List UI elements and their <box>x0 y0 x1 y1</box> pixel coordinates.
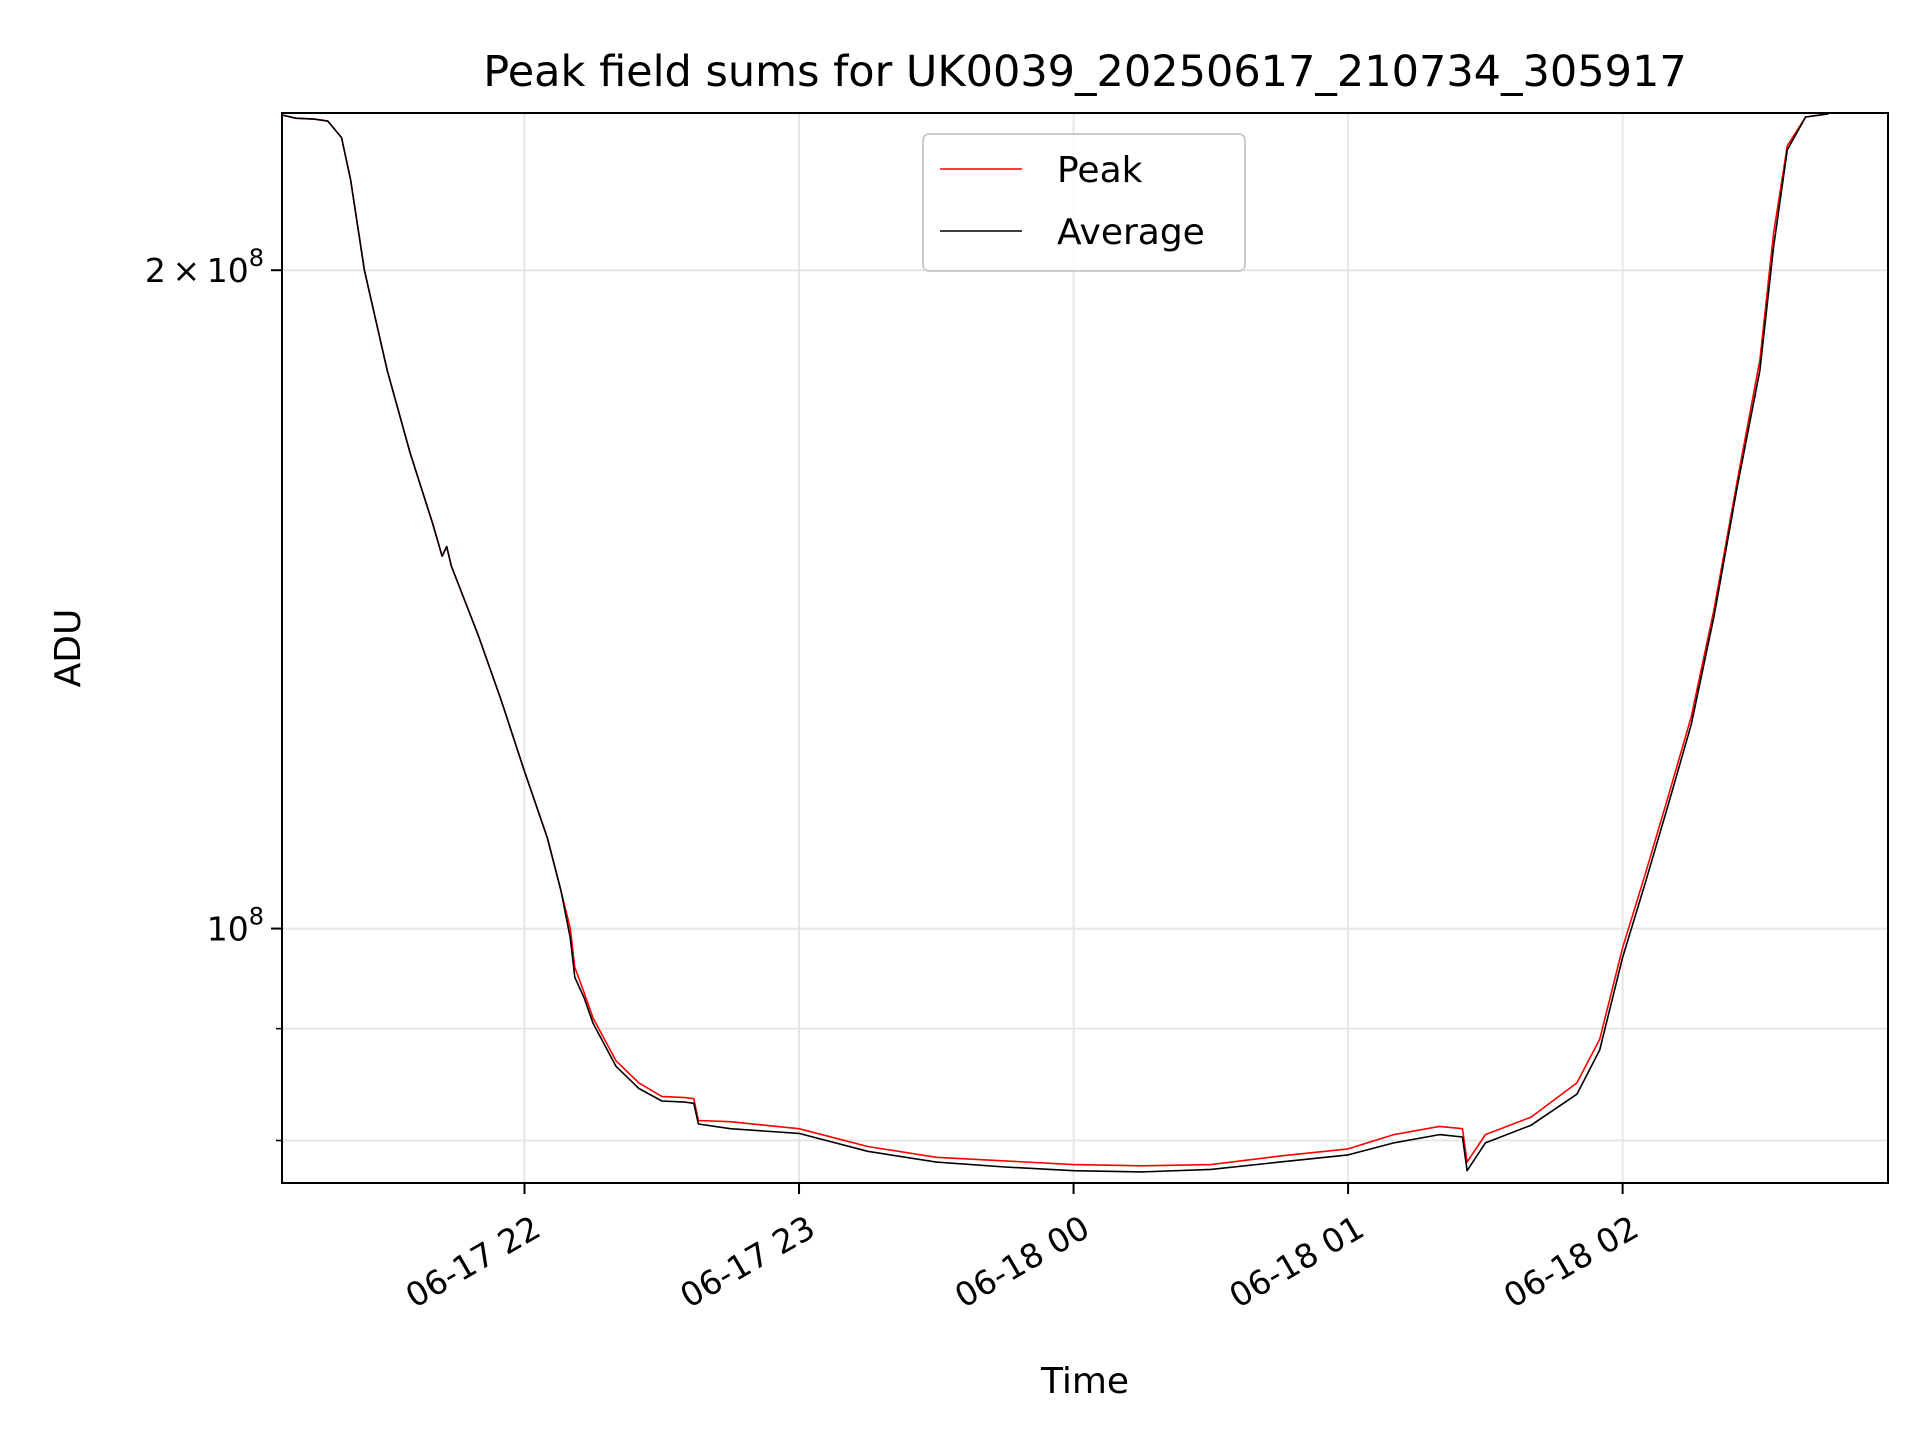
x-axis-label: Time <box>1040 1361 1129 1402</box>
legend-label-average: Average <box>1057 212 1205 253</box>
y-axis-label: ADU <box>48 609 89 688</box>
legend: Peak Average <box>922 133 1246 272</box>
y-tick-label: 108 <box>207 903 264 949</box>
y-tick-label: 2 × 108 <box>145 244 264 290</box>
y-axis: 108 2 × 108 <box>145 244 282 1142</box>
legend-label-peak: Peak <box>1057 150 1143 191</box>
series-layer <box>281 113 1829 1173</box>
series-line-average <box>281 113 1829 1173</box>
chart-title: Peak field sums for UK0039_20250617_2107… <box>483 47 1686 97</box>
grid <box>282 113 1888 1183</box>
plot-frame <box>281 112 1889 1184</box>
